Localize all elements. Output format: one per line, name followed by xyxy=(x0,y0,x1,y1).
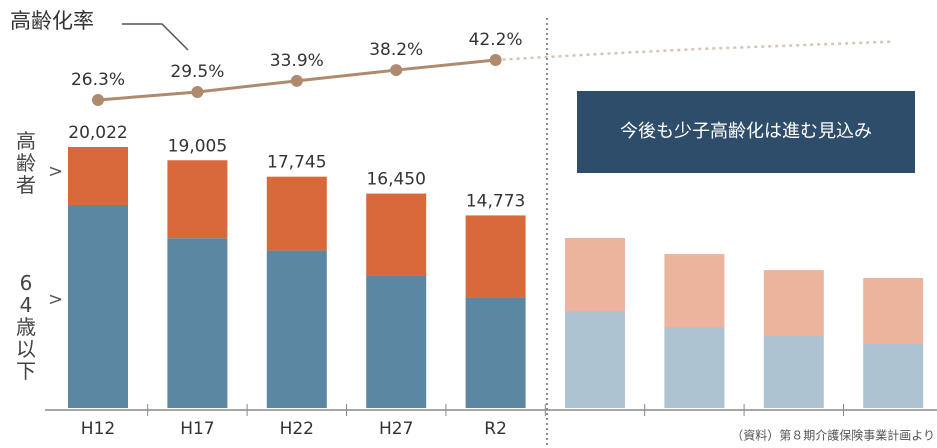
source: （資料）第８期介護保険事業計画より xyxy=(731,428,935,443)
x-tick-label: H12 xyxy=(81,419,115,439)
bar-segment xyxy=(465,215,526,298)
rate-label: 42.2% xyxy=(469,30,523,50)
bar-segment xyxy=(167,238,228,408)
banner: 今後も少子高齢化は進む見込み xyxy=(620,121,872,142)
rate-pointer xyxy=(122,23,189,51)
elderly-label: 高齢者 xyxy=(16,129,36,197)
bar-segment xyxy=(664,327,725,408)
bar-segment xyxy=(167,160,228,239)
bar-segment xyxy=(266,176,327,251)
rate-point xyxy=(191,85,204,98)
value-label: 17,745 xyxy=(267,153,326,173)
bar-segment xyxy=(664,254,725,328)
bar-segment xyxy=(763,336,824,408)
x-tick-label: R2 xyxy=(484,419,507,439)
bar-segment xyxy=(565,238,625,312)
elderly-arrow: > xyxy=(48,161,63,182)
bar-segment xyxy=(863,343,924,408)
value-label: 20,022 xyxy=(68,123,127,143)
young-label: 64歳以下 xyxy=(16,271,36,383)
value-label: 16,450 xyxy=(366,170,425,190)
rate-label: 高齢化率 xyxy=(10,9,94,33)
bar-segment xyxy=(366,275,427,408)
bar-segment xyxy=(68,205,128,408)
rate-point xyxy=(290,74,303,87)
rate-label: 29.5% xyxy=(170,62,224,82)
rate-point xyxy=(390,64,403,77)
x-tick-label: H17 xyxy=(180,419,214,439)
young-arrow: > xyxy=(48,289,63,310)
rate-projection xyxy=(495,40,894,62)
bar-segment xyxy=(465,297,526,408)
value-label: 14,773 xyxy=(466,191,525,211)
x-tick-label: H22 xyxy=(280,419,314,439)
bar-segment xyxy=(863,278,924,344)
rate-point xyxy=(489,54,502,66)
bar-segment xyxy=(68,147,128,206)
bar-segment xyxy=(763,270,824,337)
value-label: 19,005 xyxy=(168,136,227,156)
bar-segment xyxy=(266,250,327,408)
bar-segment xyxy=(565,311,625,408)
rate-point xyxy=(92,94,104,106)
rate-label: 33.9% xyxy=(270,51,324,71)
banner-box xyxy=(577,91,915,173)
rate-label: 26.3% xyxy=(71,70,125,90)
bar-segment xyxy=(366,193,427,276)
rate-label: 38.2% xyxy=(369,40,423,60)
x-tick-label: H27 xyxy=(379,419,413,439)
